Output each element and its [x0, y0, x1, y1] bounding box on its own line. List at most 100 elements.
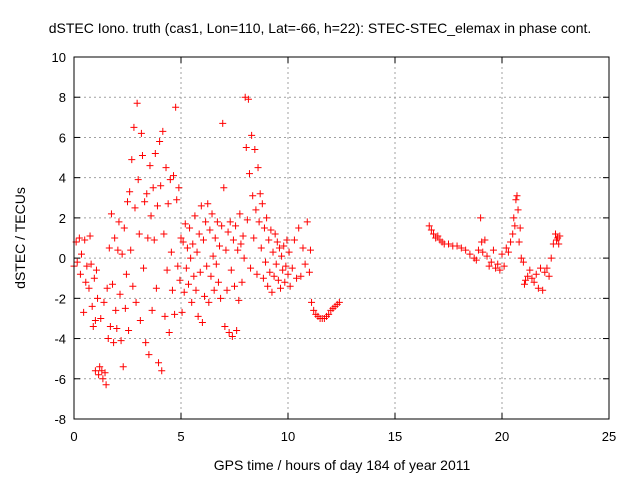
data-point: [445, 240, 452, 248]
data-point: [103, 284, 111, 292]
chart-marks: [70, 93, 564, 389]
data-point: [210, 286, 218, 294]
data-point: [156, 137, 164, 145]
data-point: [221, 322, 229, 330]
data-point: [267, 226, 275, 234]
data-point: [259, 274, 267, 282]
data-point: [519, 258, 527, 266]
data-point: [509, 230, 517, 238]
data-point: [268, 288, 276, 296]
data-point: [216, 242, 224, 250]
data-point: [265, 236, 273, 244]
data-point: [251, 146, 259, 154]
data-point: [155, 359, 163, 367]
data-point: [206, 226, 214, 234]
data-point: [81, 236, 89, 244]
y-tick-label: -4: [54, 332, 66, 347]
data-point: [99, 375, 107, 383]
data-point: [510, 214, 518, 222]
data-point: [94, 294, 102, 302]
data-point: [143, 190, 151, 198]
data-point: [485, 262, 493, 270]
x-tick-label: 0: [70, 429, 77, 444]
data-point: [189, 240, 197, 248]
data-point: [275, 244, 283, 252]
data-point: [124, 198, 131, 206]
data-point: [165, 329, 173, 337]
data-point: [282, 262, 290, 270]
data-point: [262, 258, 270, 266]
data-point: [126, 188, 134, 196]
data-point: [160, 230, 168, 238]
data-point: [171, 310, 179, 318]
data-point: [159, 127, 167, 135]
data-point: [247, 264, 255, 272]
data-point: [89, 322, 97, 330]
y-tick-label: -6: [54, 372, 66, 387]
data-point: [235, 296, 243, 304]
data-point: [244, 95, 252, 103]
data-point: [101, 369, 109, 377]
data-point: [80, 308, 88, 316]
data-point: [179, 238, 187, 246]
data-point: [214, 278, 222, 286]
data-point: [204, 200, 212, 208]
data-point: [195, 230, 203, 238]
data-point: [254, 164, 262, 172]
y-tick-label: -8: [54, 412, 66, 427]
data-point: [272, 260, 280, 268]
data-point: [250, 234, 258, 242]
data-point: [284, 270, 292, 278]
x-tick-label: 25: [602, 429, 616, 444]
data-point: [122, 270, 130, 278]
data-point: [85, 284, 93, 292]
data-point: [240, 254, 248, 262]
data-point: [196, 268, 204, 276]
data-point: [498, 250, 506, 258]
data-point: [545, 272, 553, 280]
data-point: [258, 200, 266, 208]
data-point: [263, 214, 271, 222]
data-point: [129, 282, 137, 290]
y-tick-label: -2: [54, 291, 66, 306]
data-point: [182, 264, 190, 272]
data-point: [86, 232, 94, 240]
data-point: [175, 184, 183, 192]
data-point: [146, 162, 154, 170]
data-point: [303, 218, 311, 226]
data-point: [209, 252, 217, 260]
data-point: [197, 202, 205, 210]
data-point: [161, 312, 169, 320]
data-point: [202, 218, 210, 226]
x-tick-label: 5: [177, 429, 184, 444]
data-point: [249, 192, 257, 200]
data-point: [218, 222, 226, 230]
data-point: [109, 280, 117, 288]
data-point: [219, 119, 227, 127]
data-point: [252, 206, 260, 214]
data-point: [255, 218, 263, 226]
chart-ticks: 0 5 10 15 20 25 -8 -6 -4 -2 0 2 4 6 8 10: [52, 50, 617, 444]
data-point: [136, 316, 144, 324]
data-point: [178, 308, 186, 316]
data-point: [293, 274, 301, 282]
data-point: [151, 150, 159, 158]
data-point: [522, 276, 530, 284]
data-point: [87, 260, 95, 268]
data-point: [211, 234, 219, 242]
data-point: [117, 337, 125, 345]
data-point: [73, 258, 81, 266]
x-tick-label: 10: [281, 429, 295, 444]
data-point: [217, 294, 225, 302]
data-point: [514, 206, 522, 214]
data-point: [273, 238, 281, 246]
data-point: [547, 254, 555, 262]
data-point: [140, 264, 148, 272]
data-point: [138, 152, 146, 160]
x-tick-label: 15: [388, 429, 402, 444]
data-point: [264, 282, 272, 290]
data-point: [225, 329, 233, 337]
data-point: [194, 312, 202, 320]
data-point: [552, 230, 559, 238]
data-point: [532, 270, 540, 278]
